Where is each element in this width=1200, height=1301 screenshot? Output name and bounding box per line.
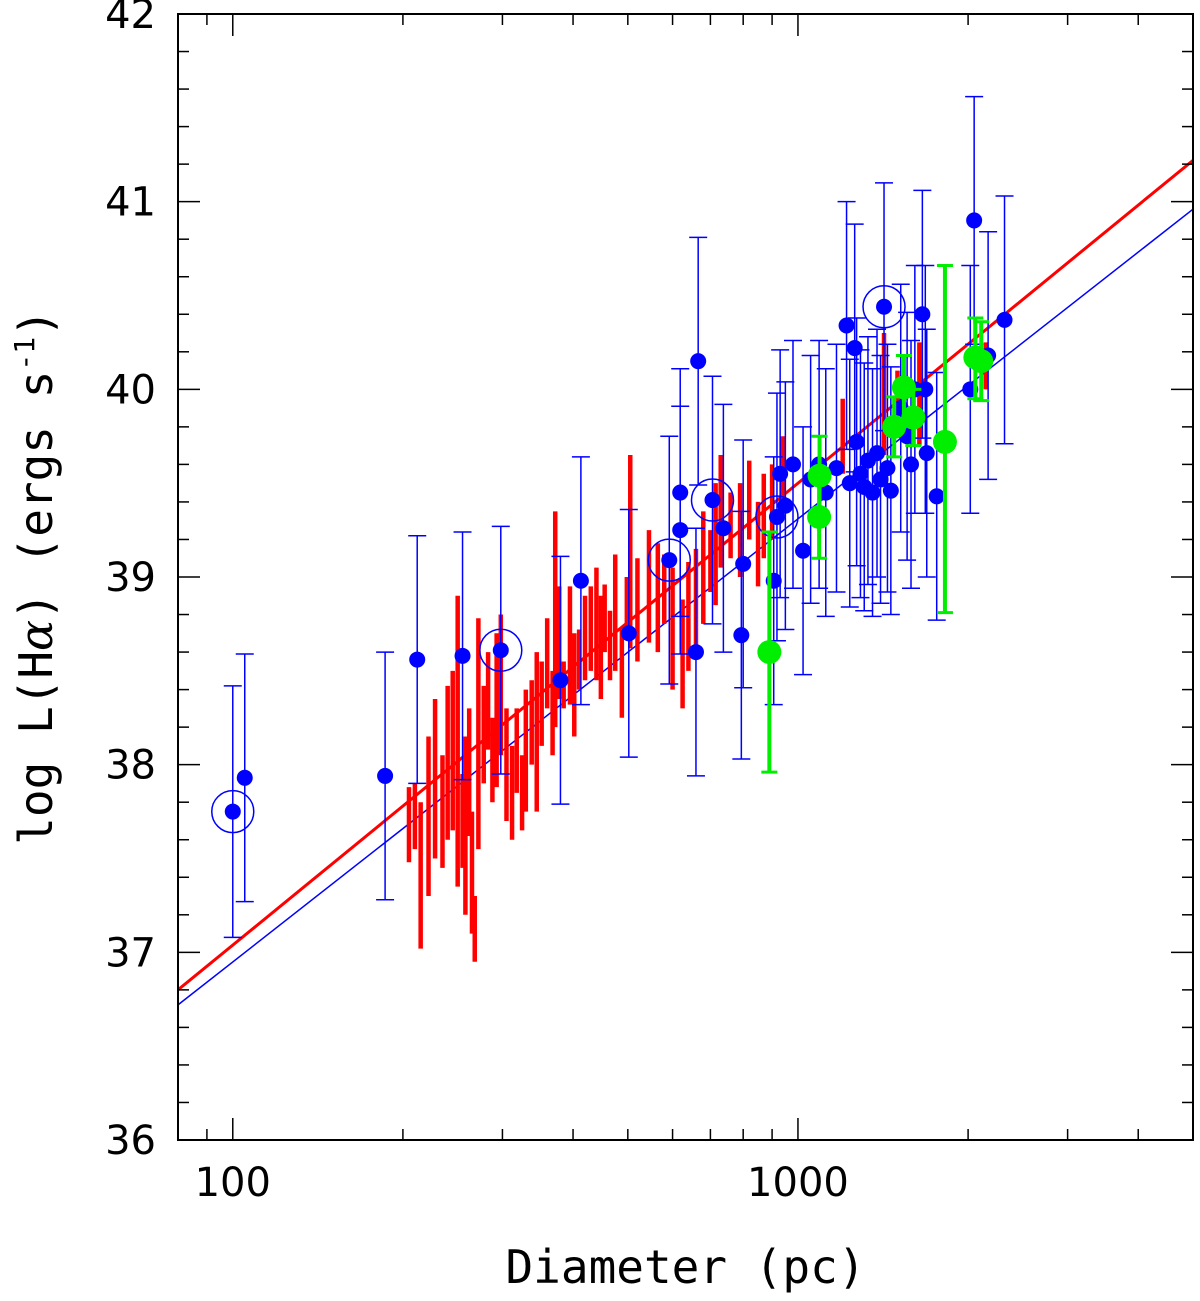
- green-point: [901, 405, 926, 430]
- blue-point: [704, 492, 721, 509]
- blue-circle-marker: [479, 628, 523, 672]
- y-axis-title-alpha: α: [9, 620, 63, 651]
- y-tick-label: 41: [105, 180, 156, 226]
- y-tick-label: 40: [105, 367, 156, 413]
- blue-point: [690, 353, 707, 370]
- blue-point: [733, 627, 750, 644]
- blue-series: [211, 95, 1014, 939]
- blue-point: [552, 672, 569, 689]
- y-axis-title-pre: log L(H: [9, 651, 63, 845]
- y-tick-label: 42: [105, 0, 156, 38]
- blue-point: [828, 460, 845, 477]
- x-tick-label: 1000: [747, 1160, 849, 1206]
- green-point: [969, 349, 994, 374]
- green-point: [891, 375, 916, 400]
- blue-point: [846, 340, 863, 357]
- blue-circle-marker: [862, 285, 906, 329]
- red-series: [406, 333, 989, 962]
- blue-point: [903, 456, 920, 473]
- blue-point: [768, 508, 785, 525]
- blue-point: [492, 642, 509, 659]
- green-point: [882, 414, 907, 439]
- blue-point: [224, 803, 241, 820]
- fit-lines: [178, 159, 1193, 1006]
- blue-point: [661, 552, 678, 569]
- x-tick-label: 100: [195, 1160, 271, 1206]
- y-tick-label: 37: [105, 930, 156, 976]
- y-tick-label: 38: [105, 743, 156, 789]
- blue-point: [784, 456, 801, 473]
- blue-point: [966, 212, 983, 229]
- blue-point: [772, 465, 789, 482]
- blue-point: [735, 555, 752, 572]
- blue-point: [917, 381, 934, 398]
- blue-circle-marker: [755, 495, 799, 539]
- blue-point: [928, 488, 945, 505]
- y-axis-title: log L(Hα) (ergs s-1): [8, 309, 63, 845]
- blue-point: [817, 484, 834, 501]
- blue-point: [409, 651, 426, 668]
- blue-circle-marker: [690, 478, 735, 522]
- blue-point: [454, 647, 471, 664]
- blue-point: [715, 520, 732, 537]
- ticks: 36 37 38 39 40 41 42 100 1000: [105, 0, 1194, 1206]
- blue-point: [795, 542, 812, 559]
- green-point: [932, 429, 957, 454]
- blue-point: [620, 625, 637, 642]
- green-point: [757, 640, 782, 665]
- blue-point: [687, 644, 704, 661]
- blue-point: [882, 482, 899, 499]
- green-series: [757, 263, 994, 774]
- y-axis-title-mid: ) (ergs s: [9, 371, 63, 620]
- blue-point: [236, 769, 253, 786]
- blue-point: [914, 306, 931, 323]
- blue-fit-line: [178, 208, 1193, 1006]
- blue-point: [996, 311, 1013, 328]
- blue-point: [672, 484, 689, 501]
- blue-point: [848, 433, 865, 450]
- blue-point: [869, 445, 886, 462]
- blue-point: [879, 460, 896, 477]
- blue-point: [876, 298, 893, 315]
- blue-circle-marker: [647, 538, 692, 582]
- x-axis-title: Diameter (pc): [505, 1240, 865, 1294]
- red-fit-line: [178, 159, 1193, 992]
- y-tick-label: 39: [105, 555, 156, 601]
- blue-point: [918, 445, 935, 462]
- blue-point: [377, 767, 394, 784]
- green-point: [807, 463, 832, 488]
- blue-point: [572, 572, 589, 589]
- blue-point: [838, 317, 855, 334]
- y-tick-label: 36: [105, 1118, 156, 1164]
- y-axis-title-post: ): [9, 309, 63, 337]
- blue-point: [841, 475, 858, 492]
- blue-point: [777, 497, 794, 514]
- blue-circle-marker: [211, 789, 255, 834]
- y-axis-title-sup: -1: [8, 337, 41, 371]
